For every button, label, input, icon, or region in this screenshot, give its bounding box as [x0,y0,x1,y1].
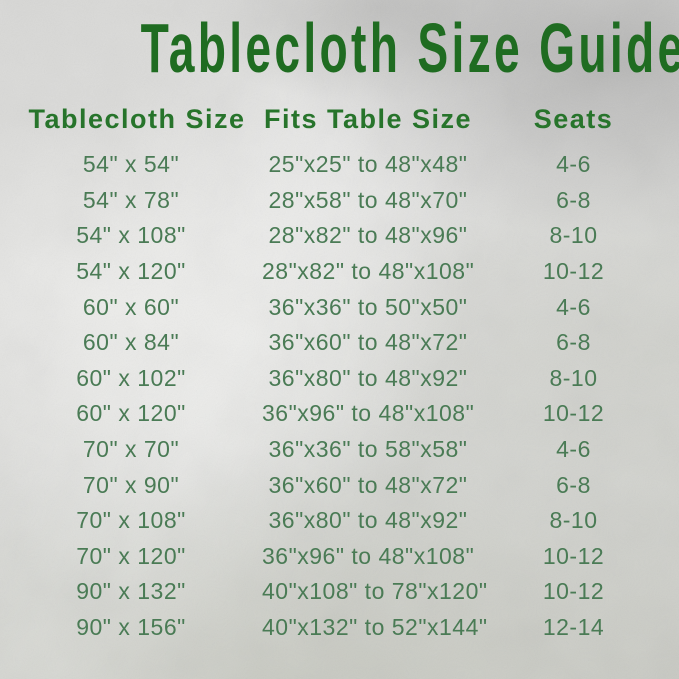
fits-table-size-cell: 36"x36" to 50"x50" [268,293,468,320]
fits-table-size-cell: 40"x108" to 78"x120" [262,578,488,605]
table-row: 54" x 108" 28"x82" to 48"x96" 8-10 [0,218,679,254]
fits-table-size-cell: 28"x82" to 48"x96" [268,222,468,249]
tablecloth-size-cell: 60" x 84" [82,329,180,356]
seats-cell: 6-8 [556,329,591,356]
table-header-row: Tablecloth Size Fits Table Size Seats [0,101,679,137]
fits-table-size-cell: 36"x80" to 48"x92" [268,507,468,534]
tablecloth-size-cell: 70" x 108" [76,507,186,534]
seats-cell: 10-12 [542,578,605,605]
tablecloth-size-cell: 60" x 102" [76,364,186,391]
tablecloth-size-cell: 54" x 54" [82,151,180,178]
table-row: 70" x 90" 36"x60" to 48"x72" 6-8 [0,467,679,503]
tablecloth-size-cell: 54" x 78" [82,186,180,213]
table-row: 60" x 120" 36"x96" to 48"x108" 10-12 [0,396,679,432]
seats-cell: 4-6 [556,293,591,320]
tablecloth-size-cell: 60" x 60" [82,293,180,320]
seats-cell: 10-12 [542,400,605,427]
seats-cell: 12-14 [542,614,605,641]
fits-table-size-cell: 36"x96" to 48"x108" [262,542,475,569]
tablecloth-size-cell: 70" x 90" [82,471,180,498]
fits-table-size-cell: 36"x60" to 48"x72" [268,471,468,498]
header-seats: Seats [533,103,614,134]
page-title-text: Tablecloth Size Guide [140,9,679,87]
tablecloth-size-cell: 70" x 70" [82,436,180,463]
fits-table-size-cell: 28"x58" to 48"x70" [268,186,468,213]
table-row: 60" x 102" 36"x80" to 48"x92" 8-10 [0,361,679,397]
tablecloth-size-cell: 60" x 120" [76,400,186,427]
fits-table-size-cell: 28"x82" to 48"x108" [262,258,475,285]
tablecloth-size-cell: 54" x 120" [76,258,186,285]
table-row: 70" x 120" 36"x96" to 48"x108" 10-12 [0,539,679,575]
seats-cell: 6-8 [556,186,591,213]
table-row: 70" x 70" 36"x36" to 58"x58" 4-6 [0,432,679,468]
table-row: 54" x 120" 28"x82" to 48"x108" 10-12 [0,254,679,290]
size-table: 54" x 54" 25"x25" to 48"x48" 4-6 54" x 7… [0,147,679,645]
seats-cell: 10-12 [542,542,605,569]
tablecloth-size-cell: 70" x 120" [76,542,186,569]
table-row: 60" x 60" 36"x36" to 50"x50" 4-6 [0,289,679,325]
table-row: 90" x 132" 40"x108" to 78"x120" 10-12 [0,574,679,610]
seats-cell: 4-6 [556,436,591,463]
seats-cell: 8-10 [549,507,598,534]
tablecloth-size-cell: 90" x 132" [76,578,186,605]
seats-cell: 10-12 [542,258,605,285]
fits-table-size-cell: 36"x96" to 48"x108" [262,400,475,427]
table-row: 90" x 156" 40"x132" to 52"x144" 12-14 [0,610,679,646]
tablecloth-size-cell: 90" x 156" [76,614,186,641]
tablecloth-size-cell: 54" x 108" [76,222,186,249]
fits-table-size-cell: 36"x80" to 48"x92" [268,364,468,391]
seats-cell: 8-10 [549,364,598,391]
seats-cell: 4-6 [556,151,591,178]
table-row: 60" x 84" 36"x60" to 48"x72" 6-8 [0,325,679,361]
header-fits-table-size: Fits Table Size [263,103,473,134]
seats-cell: 8-10 [549,222,598,249]
fits-table-size-cell: 40"x132" to 52"x144" [262,614,488,641]
page-title: Tablecloth Size Guide [0,10,679,86]
fits-table-size-cell: 36"x60" to 48"x72" [268,329,468,356]
seats-cell: 6-8 [556,471,591,498]
table-row: 70" x 108" 36"x80" to 48"x92" 8-10 [0,503,679,539]
table-row: 54" x 78" 28"x58" to 48"x70" 6-8 [0,183,679,219]
header-tablecloth-size: Tablecloth Size [28,103,246,134]
fits-table-size-cell: 25"x25" to 48"x48" [268,151,468,178]
table-row: 54" x 54" 25"x25" to 48"x48" 4-6 [0,147,679,183]
fits-table-size-cell: 36"x36" to 58"x58" [268,436,468,463]
